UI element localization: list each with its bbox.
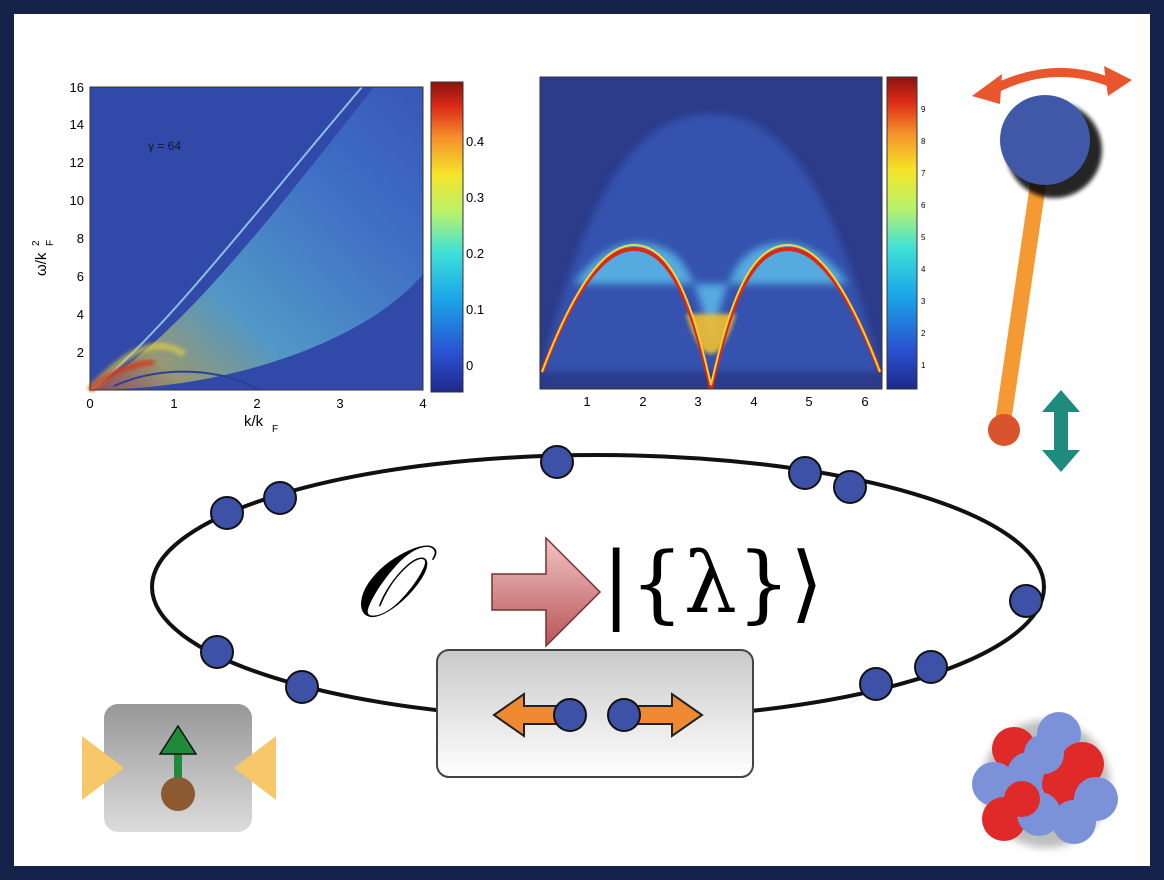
figure-canvas: γ = 64 2 4 6 8 10 12 14 16 0 1 2 3 4 k/k… bbox=[31, 66, 1132, 848]
figure-panel: γ = 64 2 4 6 8 10 12 14 16 0 1 2 3 4 k/k… bbox=[14, 14, 1150, 866]
xtick: 3 bbox=[336, 396, 343, 411]
cbar-tick: 0.3 bbox=[466, 190, 484, 205]
cbar-tick: 0.1 bbox=[466, 302, 484, 317]
cbar-tick: 6 bbox=[921, 201, 926, 210]
map-arrow bbox=[491, 536, 602, 648]
xtick: 1 bbox=[170, 396, 177, 411]
particle bbox=[553, 698, 587, 732]
cbar-tick: 0 bbox=[466, 358, 473, 373]
xtick: 5 bbox=[805, 394, 812, 409]
gamma-annotation: γ = 64 bbox=[148, 139, 181, 153]
cbar-tick: 5 bbox=[921, 233, 926, 242]
cbar-tick: 7 bbox=[921, 169, 926, 178]
left-plot-frame bbox=[89, 86, 424, 391]
colorbar-left bbox=[430, 81, 464, 393]
right-continuum bbox=[542, 114, 880, 372]
left-xlabel: k/k F bbox=[244, 413, 278, 435]
neutron bbox=[1024, 734, 1064, 774]
particle bbox=[200, 635, 234, 669]
left-peak bbox=[88, 359, 155, 392]
laser-left bbox=[82, 736, 124, 800]
xtick: 6 bbox=[861, 394, 868, 409]
xtick: 3 bbox=[694, 394, 701, 409]
xlabel-main: k/k bbox=[244, 413, 264, 430]
left-lower-edge bbox=[113, 370, 260, 391]
particle bbox=[914, 650, 948, 684]
pendulum bbox=[972, 66, 1132, 472]
right-dispersion-edge bbox=[541, 243, 881, 386]
left-heatmap: γ = 64 bbox=[87, 86, 424, 393]
ytick: 2 bbox=[77, 345, 84, 360]
spin-arrow-head bbox=[158, 724, 198, 755]
swing-arc bbox=[986, 67, 1121, 96]
left-xticks: 0 1 2 3 4 bbox=[86, 396, 426, 411]
ytick: 16 bbox=[70, 80, 84, 95]
xtick: 2 bbox=[253, 396, 260, 411]
right-plot-frame bbox=[539, 76, 883, 390]
equation: 𝒪 |{λ}⟩ bbox=[352, 523, 823, 648]
ylabel-main: ω/k bbox=[33, 252, 50, 276]
exchange-arrows bbox=[492, 692, 704, 738]
ytick: 12 bbox=[70, 155, 84, 170]
ket-state: |{λ}⟩ bbox=[602, 534, 823, 632]
colorbar-right bbox=[886, 76, 918, 390]
atom bbox=[161, 777, 195, 811]
left-continuum bbox=[90, 87, 423, 390]
particle bbox=[607, 698, 641, 732]
swing-arrowhead-left bbox=[972, 74, 1002, 104]
cbar-tick: 8 bbox=[921, 137, 926, 146]
cbar-tick: 2 bbox=[921, 329, 926, 338]
xtick: 4 bbox=[419, 396, 426, 411]
cbar-tick: 1 bbox=[921, 361, 926, 370]
cbar-tick: 3 bbox=[921, 297, 926, 306]
swing-arrowhead-right bbox=[1104, 66, 1132, 96]
left-ylabel: ω/k 2 F bbox=[31, 240, 56, 276]
particle bbox=[285, 670, 319, 704]
right-glow bbox=[574, 242, 848, 344]
particle bbox=[859, 667, 893, 701]
cbar-tick: 4 bbox=[921, 265, 926, 274]
ylabel-sup: 2 bbox=[31, 240, 42, 246]
ytick: 8 bbox=[77, 231, 84, 246]
ylabel-sub: F bbox=[45, 240, 56, 246]
trap-icon bbox=[82, 704, 276, 832]
xtick: 2 bbox=[639, 394, 646, 409]
pivot-point bbox=[988, 414, 1020, 446]
particle bbox=[210, 496, 244, 530]
particle bbox=[263, 481, 297, 515]
particle bbox=[833, 470, 867, 504]
right-colorbar: 9 8 7 6 5 4 3 2 1 bbox=[886, 76, 926, 390]
operator-symbol: 𝒪 bbox=[352, 523, 438, 640]
ytick: 6 bbox=[77, 269, 84, 284]
left-colorbar: 0.4 0.3 0.2 0.1 0 bbox=[430, 81, 484, 393]
particle bbox=[1009, 584, 1043, 618]
cbar-tick: 0.4 bbox=[466, 134, 484, 149]
vertical-double-arrow bbox=[1042, 390, 1080, 472]
xlabel-sub: F bbox=[272, 424, 278, 435]
particle bbox=[540, 445, 574, 479]
laser-right bbox=[234, 736, 276, 800]
xtick: 4 bbox=[750, 394, 757, 409]
nucleus-icon bbox=[972, 712, 1118, 848]
ytick: 10 bbox=[70, 193, 84, 208]
left-yticks: 2 4 6 8 10 12 14 16 bbox=[70, 80, 84, 360]
pendulum-bob bbox=[1000, 95, 1090, 185]
right-heatmap bbox=[539, 76, 883, 390]
proton bbox=[1004, 781, 1040, 817]
ytick: 14 bbox=[70, 117, 84, 132]
ring-dots bbox=[200, 445, 1043, 704]
exchange-box bbox=[436, 649, 754, 778]
cbar-tick: 0.2 bbox=[466, 246, 484, 261]
right-xticks: 1 2 3 4 5 6 bbox=[583, 394, 868, 409]
cbar-tick: 9 bbox=[921, 105, 926, 114]
xtick: 1 bbox=[583, 394, 590, 409]
xtick: 0 bbox=[86, 396, 93, 411]
particle bbox=[788, 456, 822, 490]
ytick: 4 bbox=[77, 307, 84, 322]
neutron bbox=[1052, 800, 1096, 844]
